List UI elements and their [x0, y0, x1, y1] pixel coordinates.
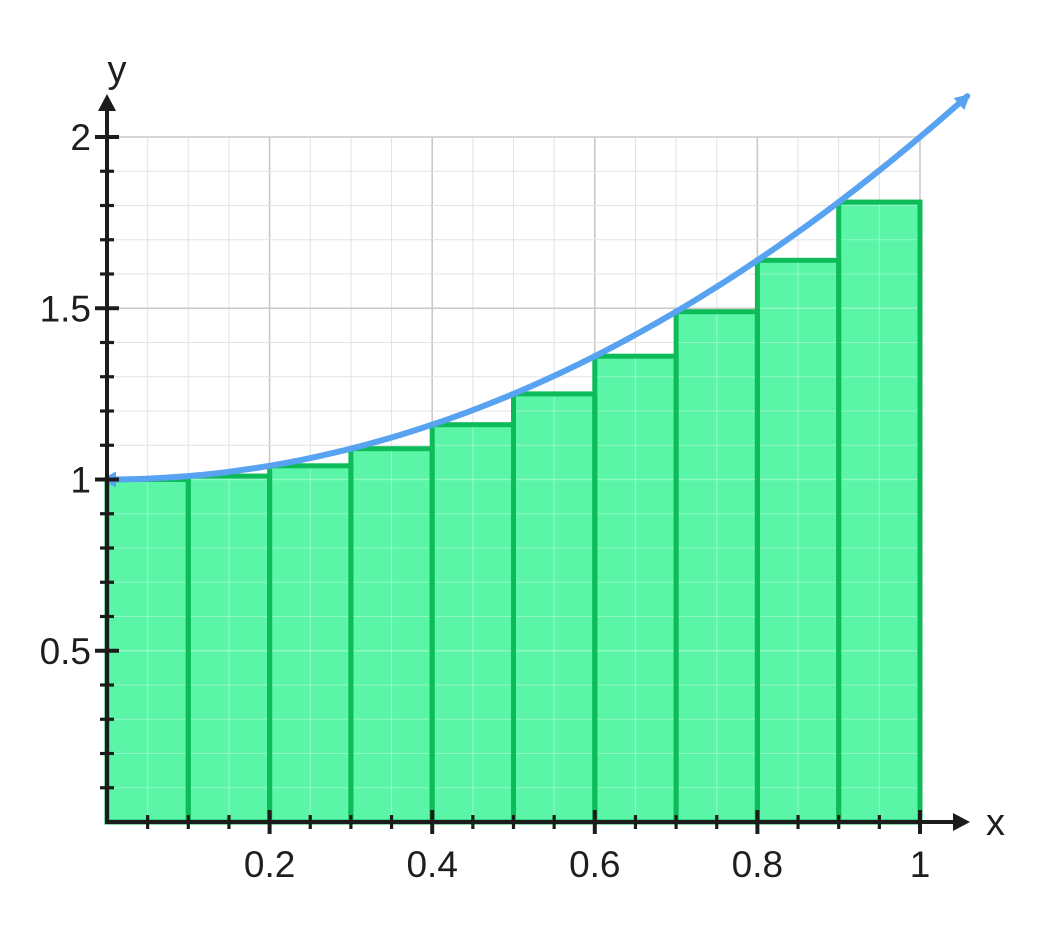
y-tick-label: 2 — [70, 117, 91, 158]
x-axis-arrowhead — [953, 813, 970, 831]
riemann-bar — [188, 476, 270, 822]
riemann-bars-fill — [107, 202, 920, 822]
riemann-bar — [432, 424, 514, 822]
x-tick-label: 0.4 — [406, 844, 457, 885]
riemann-bar — [513, 393, 595, 822]
riemann-bar — [269, 465, 351, 822]
x-tick-label: 0.8 — [732, 844, 783, 885]
riemann-bar — [107, 479, 189, 822]
riemann-bar — [350, 448, 433, 822]
curve-path — [104, 93, 971, 483]
y-tick-label: 0.5 — [40, 631, 91, 672]
y-tick-label: 1 — [70, 460, 91, 501]
axis-labels: 0.2 0.4 0.6 0.8 1 0.5 1 1.5 2 x y — [40, 49, 1005, 885]
x-tick-label: 0.6 — [569, 844, 620, 885]
x-tick-label: 0.2 — [244, 844, 295, 885]
riemann-bar — [838, 202, 920, 822]
axis-ticks — [95, 135, 922, 834]
curve-arrowhead — [953, 94, 971, 111]
riemann-bar — [757, 260, 839, 822]
x-tick-label: 1 — [910, 844, 931, 885]
riemann-bar — [594, 356, 677, 822]
axes — [98, 94, 970, 831]
y-axis-arrowhead — [98, 94, 116, 111]
y-tick-label: 1.5 — [40, 288, 91, 329]
x-axis-letter: x — [986, 802, 1005, 844]
riemann-bar — [676, 311, 758, 822]
y-axis-letter: y — [108, 49, 127, 91]
